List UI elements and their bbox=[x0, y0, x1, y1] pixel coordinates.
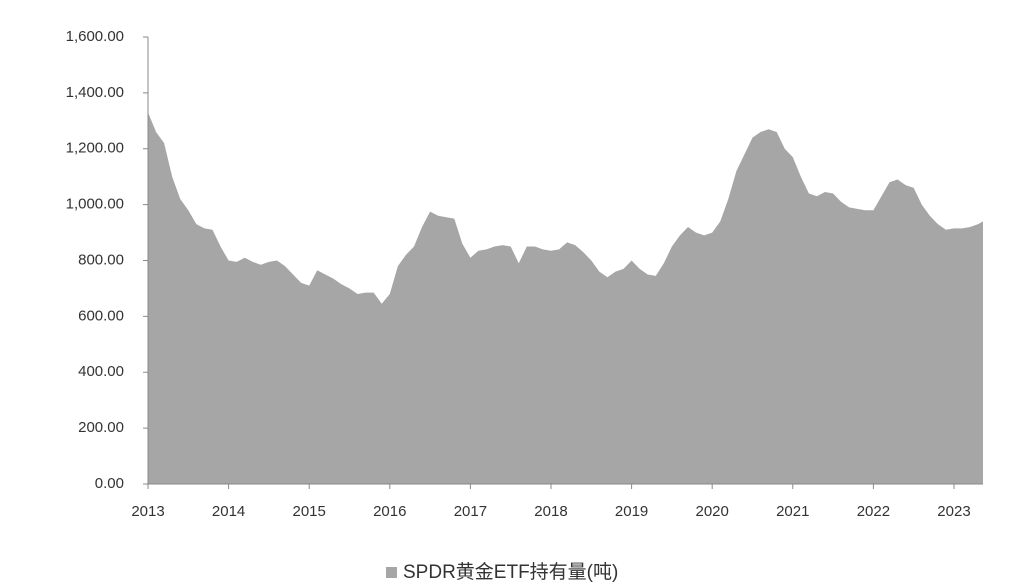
legend-label: SPDR黄金ETF持有量(吨) bbox=[403, 561, 618, 583]
y-tick-label: 400.00 bbox=[78, 363, 124, 380]
y-tick-label: 1,400.00 bbox=[66, 84, 124, 101]
legend-swatch bbox=[386, 567, 397, 578]
area bbox=[148, 112, 983, 485]
x-tick-label: 2019 bbox=[615, 503, 648, 520]
y-tick-label: 600.00 bbox=[78, 307, 124, 324]
y-tick-label: 1,600.00 bbox=[66, 28, 124, 45]
x-tick-label: 2021 bbox=[776, 503, 809, 520]
x-tick-label: 2015 bbox=[293, 503, 326, 520]
x-tick-label: 2020 bbox=[696, 503, 729, 520]
x-tick-label: 2013 bbox=[131, 503, 164, 520]
y-tick-label: 1,200.00 bbox=[66, 140, 124, 157]
x-tick-label: 2014 bbox=[212, 503, 245, 520]
x-tick-label: 2023 bbox=[937, 503, 970, 520]
y-tick-label: 0.00 bbox=[95, 475, 124, 492]
x-tick-label: 2018 bbox=[534, 503, 567, 520]
y-tick-label: 800.00 bbox=[78, 251, 124, 268]
x-tick-label: 2016 bbox=[373, 503, 406, 520]
y-tick-label: 1,000.00 bbox=[66, 196, 124, 213]
x-tick-label: 2022 bbox=[857, 503, 890, 520]
x-tick-label: 2017 bbox=[454, 503, 487, 520]
y-tick-label: 200.00 bbox=[78, 419, 124, 436]
